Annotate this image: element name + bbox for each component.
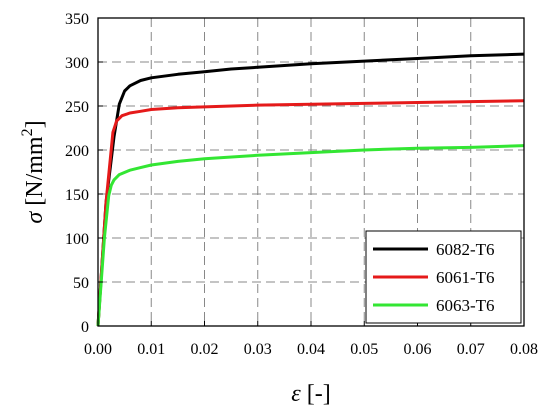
x-axis-title: ε [-] xyxy=(291,381,330,407)
legend-label: 6063-T6 xyxy=(436,296,495,315)
y-tick-labels: 0 50 100 150 200 250 300 350 xyxy=(65,11,89,336)
x-axis-symbol: ε xyxy=(291,381,301,407)
series-lines xyxy=(96,52,525,327)
series-line-6082-T6 xyxy=(96,52,525,327)
y-axis-unit-close: ] xyxy=(22,120,48,128)
y-tick-label: 50 xyxy=(73,275,89,292)
y-axis-exponent: 2 xyxy=(19,128,36,136)
x-tick-label: 0.01 xyxy=(137,341,165,358)
y-tick-label: 150 xyxy=(65,187,89,204)
x-tick-label: 0.05 xyxy=(350,341,378,358)
x-tick-label: 0.06 xyxy=(404,341,432,358)
y-axis-unit: [N/mm xyxy=(22,136,48,206)
y-axis-title: σ [N/mm2] xyxy=(19,120,48,223)
series-line-6063-T6 xyxy=(96,144,525,327)
x-tick-label: 0.07 xyxy=(457,341,485,358)
series-line-6061-T6 xyxy=(96,99,525,327)
y-tick-label: 300 xyxy=(65,55,89,72)
legend: 6082-T6 6061-T6 6063-T6 xyxy=(365,230,522,324)
x-tick-label: 0.04 xyxy=(297,341,325,358)
y-tick-label: 200 xyxy=(65,143,89,160)
x-tick-label: 0.02 xyxy=(191,341,219,358)
x-axis-unit: [-] xyxy=(307,381,331,407)
x-tick-label: 0.03 xyxy=(244,341,272,358)
y-tick-label: 0 xyxy=(81,319,89,336)
y-axis-symbol: σ xyxy=(22,211,48,224)
grid xyxy=(98,18,524,326)
y-tick-label: 350 xyxy=(65,11,89,28)
legend-label: 6061-T6 xyxy=(436,268,495,287)
y-tick-label: 100 xyxy=(65,231,89,248)
legend-label: 6082-T6 xyxy=(436,240,495,259)
x-tick-label: 0.08 xyxy=(510,341,538,358)
x-tick-label: 0.00 xyxy=(84,341,112,358)
y-tick-label: 250 xyxy=(65,99,89,116)
x-tick-labels: 0.00 0.01 0.02 0.03 0.04 0.05 0.06 0.07 0.08 xyxy=(84,341,538,358)
